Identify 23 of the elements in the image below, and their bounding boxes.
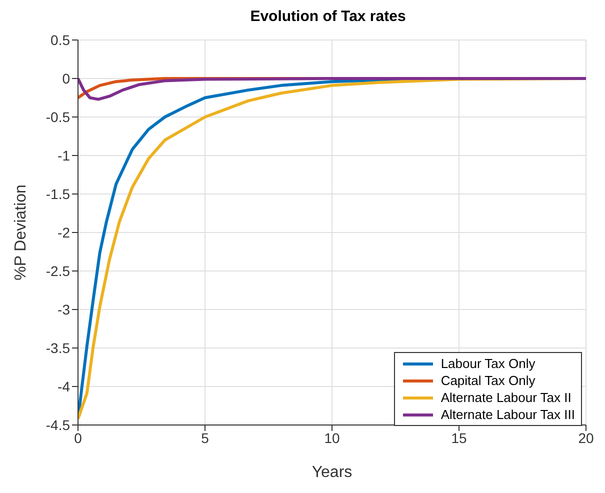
x-tick-label: 5: [201, 430, 210, 446]
x-tick-label: 20: [578, 430, 594, 446]
y-tick-label: -3: [58, 301, 70, 318]
legend-label: Alternate Labour Tax III: [440, 406, 575, 423]
legend-label: Labour Tax Only: [440, 355, 536, 372]
legend-label: Alternate Labour Tax II: [440, 389, 572, 406]
x-tick-label: 0: [74, 430, 82, 446]
y-tick-label: -4.5: [46, 416, 70, 433]
x-tick-label: 10: [324, 430, 340, 446]
y-tick-label: 0.5: [50, 32, 70, 48]
legend-label: Capital Tax Only: [440, 372, 536, 389]
y-tick-label: -1.5: [46, 186, 70, 202]
x-axis-title: Years: [312, 464, 352, 481]
y-tick-label: -2.5: [46, 262, 70, 279]
y-axis-title: %P Deviation: [12, 184, 30, 280]
y-tick-label: -2: [58, 224, 70, 240]
y-tick-label: -4: [58, 378, 70, 394]
y-tick-label: -1: [58, 147, 70, 164]
y-tick-label: -0.5: [46, 108, 70, 125]
x-tick-label: 15: [451, 430, 467, 446]
y-tick-label: -3.5: [46, 340, 70, 356]
chart-title: Evolution of Tax rates: [249, 8, 407, 27]
y-tick-label: 0: [62, 70, 70, 86]
